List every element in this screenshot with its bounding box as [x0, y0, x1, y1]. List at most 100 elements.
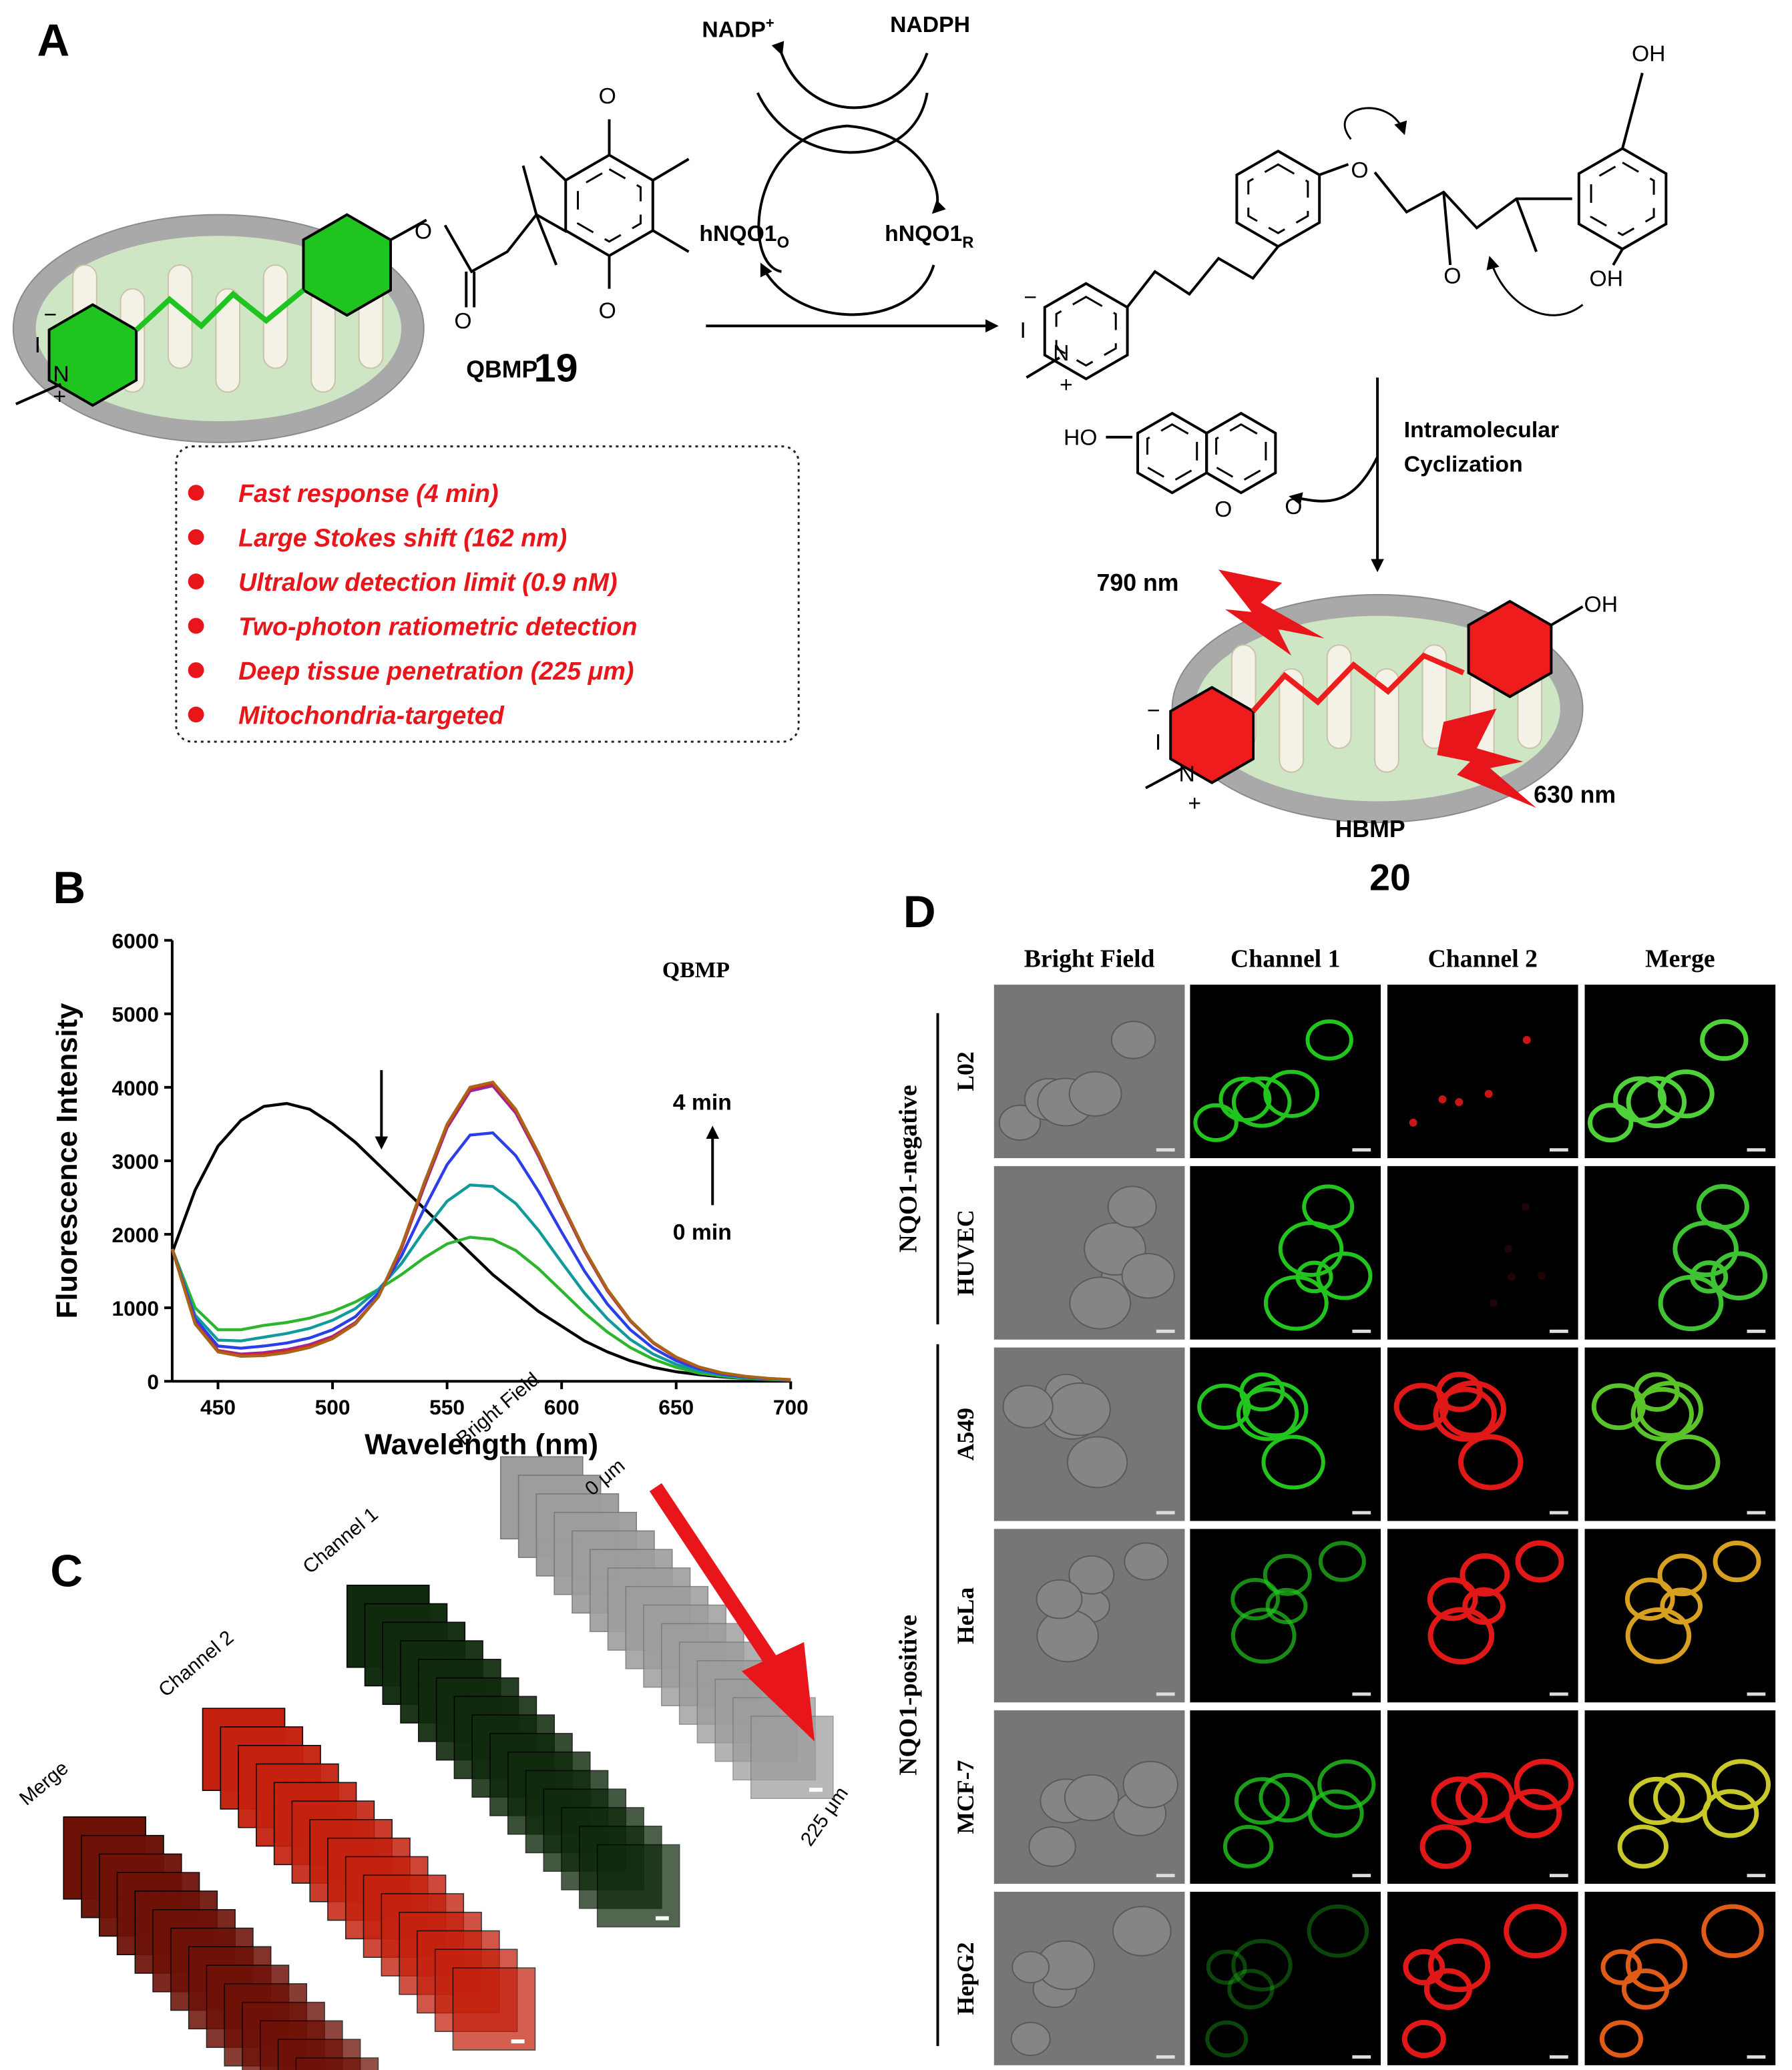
cell	[1234, 1777, 1290, 1825]
cell	[1302, 1184, 1355, 1230]
cofactor: NADP+	[702, 15, 774, 43]
cycle-arrow	[771, 41, 929, 109]
scale-bar	[1352, 2055, 1371, 2059]
crista	[1326, 644, 1352, 750]
bond	[1373, 171, 1572, 230]
scale-bar	[1549, 1148, 1568, 1152]
spectrum-line	[170, 1131, 791, 1382]
cell	[1010, 2021, 1051, 2057]
bond	[1144, 767, 1184, 790]
cell	[1653, 1772, 1712, 1823]
cycle-arrow	[847, 124, 946, 214]
cell	[1508, 1273, 1516, 1281]
atom-label: +	[53, 384, 66, 409]
cell	[1036, 1579, 1083, 1619]
feature: Deep tissue penetration (225 μm)	[238, 657, 634, 685]
cofactor: NADPH	[890, 12, 970, 37]
panel-label: B	[53, 863, 85, 913]
cell	[1048, 1382, 1111, 1437]
cell	[1484, 1089, 1493, 1098]
ring-inner	[1247, 163, 1309, 234]
probe-name: QBMP	[466, 356, 537, 383]
atom-label: −	[1024, 284, 1037, 310]
group-label: NQO1-negative	[895, 1085, 923, 1252]
cell	[1696, 1184, 1749, 1230]
cell	[1431, 1776, 1488, 1826]
cell	[1316, 1251, 1373, 1300]
cofactor-sup: +	[766, 15, 774, 31]
x-axis-label: Wavelength (nm)	[365, 1428, 598, 1461]
y-axis-label: Fluorescence Intensity	[51, 1003, 83, 1318]
curly-arrow	[1343, 107, 1407, 140]
cell	[1068, 1071, 1122, 1117]
cell	[1243, 1380, 1309, 1438]
cell	[1710, 1251, 1768, 1300]
ring	[302, 213, 392, 317]
cell	[1660, 1587, 1703, 1625]
light-bolt	[1218, 569, 1325, 656]
enzyme-base: hNQO1	[699, 221, 776, 246]
product-number: 20	[1369, 856, 1411, 898]
x-tick-label: 650	[658, 1395, 694, 1419]
cell	[1504, 1904, 1567, 1959]
cell	[1121, 1252, 1175, 1299]
ring-inner	[577, 168, 642, 243]
scale-bar	[1549, 1874, 1568, 1878]
cell	[1068, 1555, 1115, 1595]
light-bolt	[1437, 708, 1537, 808]
feature-box	[175, 445, 800, 743]
y-tick-label: 1000	[111, 1296, 159, 1320]
y-tick-label: 0	[147, 1370, 159, 1394]
cell	[1066, 1436, 1128, 1489]
atom-label: −	[1147, 698, 1160, 723]
cell	[1455, 1098, 1464, 1107]
cell	[1656, 1434, 1721, 1490]
cell	[1515, 1540, 1564, 1583]
panel-label: C	[50, 1547, 83, 1597]
row-label: A549	[952, 1408, 979, 1461]
cell	[1205, 2020, 1249, 2058]
bond	[1026, 356, 1061, 379]
cell	[1514, 1758, 1574, 1810]
atom-label: +	[1188, 790, 1201, 816]
column-header: Channel 2	[1428, 945, 1538, 973]
bullet	[188, 617, 204, 634]
enzyme-sub: R	[962, 234, 973, 252]
cell	[1427, 1607, 1495, 1665]
step-label: Intramolecular	[1404, 417, 1559, 443]
bond	[652, 229, 690, 253]
scale-bar	[1747, 1511, 1766, 1515]
atom-label: O	[415, 218, 432, 244]
scale-bar	[1352, 1692, 1371, 1696]
cell	[1069, 1276, 1132, 1330]
cell	[1658, 1274, 1724, 1332]
panel-label: A	[37, 16, 70, 66]
panel-b: 0 1000 2000 3000 4000 5000 6000 450 500 550 600 650…	[51, 929, 809, 1461]
enzyme: hNQO1O	[699, 221, 789, 252]
annotation: 4 min	[673, 1090, 732, 1115]
cell	[1107, 1186, 1157, 1228]
curly-arrow	[1486, 256, 1584, 316]
cell	[1626, 1076, 1687, 1129]
cell	[1521, 1203, 1530, 1211]
spectrum-line	[170, 1101, 791, 1382]
cell	[1455, 1772, 1515, 1824]
atom-label: +	[1060, 372, 1073, 397]
stack-slice	[295, 2057, 379, 2070]
atom-label: OH	[1632, 41, 1666, 66]
cell	[1617, 1824, 1668, 1869]
y-tick-label: 6000	[111, 929, 159, 953]
x-tick-label: 600	[544, 1395, 580, 1419]
ring-inner	[1215, 423, 1267, 483]
cell	[1537, 1272, 1546, 1280]
bond	[652, 158, 690, 182]
cell	[1263, 1553, 1312, 1596]
bond	[134, 288, 305, 332]
cell	[1489, 1299, 1498, 1307]
cycle-arrow	[756, 92, 929, 154]
spectrum-line	[170, 1080, 791, 1381]
scale-bar	[1156, 2055, 1175, 2059]
